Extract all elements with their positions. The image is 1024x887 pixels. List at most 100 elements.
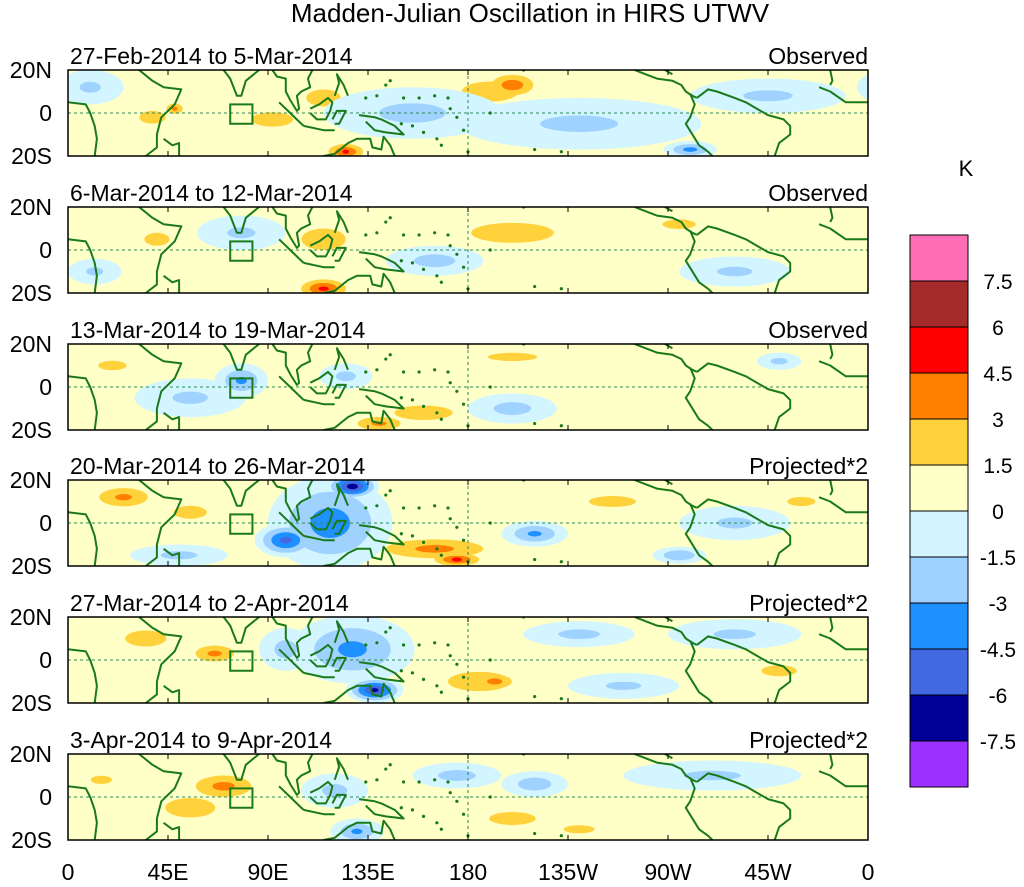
- anomaly-contour: [743, 90, 793, 102]
- island: [384, 357, 388, 361]
- coastline: [271, 617, 314, 659]
- anomaly-contour: [279, 536, 292, 544]
- island: [582, 569, 585, 572]
- coastline: [358, 388, 405, 410]
- y-tick-label: 0: [39, 100, 52, 126]
- panel-period-label: 27-Feb-2014 to 5-Mar-2014: [70, 43, 353, 69]
- coastline: [271, 344, 314, 386]
- colorbar: 7.5 6 4.5 3 1.5 0 -1.5 -3 -4.5 -6 -7.5: [909, 234, 1016, 788]
- island: [375, 641, 379, 645]
- anomaly-contour: [489, 812, 536, 825]
- y-tick-label: 20N: [10, 741, 52, 767]
- x-tick-label: 45E: [148, 859, 189, 885]
- island: [384, 767, 388, 771]
- island: [461, 812, 466, 816]
- island: [461, 675, 466, 679]
- anomaly-contour: [997, 216, 1024, 250]
- island: [455, 662, 459, 666]
- index-region-box: [229, 513, 254, 535]
- island: [488, 658, 492, 662]
- island: [439, 827, 443, 831]
- island: [439, 417, 443, 421]
- coastline: [323, 819, 396, 840]
- anomaly-contour: [251, 112, 294, 127]
- anomaly-contour: [351, 828, 363, 835]
- x-tick-label: 135E: [341, 859, 395, 885]
- anomaly-contour: [98, 360, 127, 371]
- panel-kind-label: Projected*2: [749, 453, 868, 479]
- island: [448, 654, 452, 658]
- anomaly-contour: [563, 825, 595, 834]
- y-tick-label: 20S: [11, 690, 52, 716]
- anomaly-contour: [370, 688, 379, 693]
- anomaly-contour: [173, 505, 207, 519]
- panel-clip: [68, 754, 1024, 840]
- coastline: [138, 480, 183, 566]
- anomaly-contour: [318, 286, 329, 291]
- island: [435, 821, 439, 825]
- coastline: [68, 511, 98, 566]
- panel-plot-area: [67, 616, 869, 704]
- island: [461, 128, 466, 132]
- panel-period-label: 27-Mar-2014 to 2-Apr-2014: [70, 590, 349, 616]
- coastline: [138, 70, 183, 156]
- coastline: [309, 506, 334, 531]
- coastline: [331, 519, 347, 535]
- island: [401, 643, 406, 647]
- coastline: [163, 411, 181, 430]
- index-region-box: [229, 787, 254, 809]
- island: [446, 506, 450, 510]
- coastline: [163, 821, 181, 840]
- coastline: [323, 272, 396, 293]
- island: [582, 296, 585, 299]
- anomaly-contour: [144, 232, 170, 246]
- coastline: [829, 480, 834, 496]
- anomaly-contour: [856, 74, 868, 101]
- colorbar-swatch: [909, 326, 969, 374]
- anomaly-contour: [921, 102, 983, 132]
- anomaly-contour: [979, 769, 1024, 803]
- y-tick-label: 20S: [11, 417, 52, 443]
- anomaly-contour: [438, 770, 476, 781]
- anomaly-contour: [0, 353, 1, 370]
- anomaly-contour: [165, 798, 216, 818]
- coastline: [163, 274, 181, 293]
- island: [421, 267, 426, 271]
- y-tick-label: 0: [39, 647, 52, 673]
- panel-kind-label: Observed: [768, 317, 868, 343]
- anomaly-contour: [662, 219, 696, 230]
- x-tick-label: 180: [449, 859, 487, 885]
- coastline: [645, 480, 673, 486]
- colorbar-swatch: [909, 740, 969, 788]
- island: [559, 697, 563, 701]
- island: [384, 83, 388, 87]
- colorbar-swatch: [909, 464, 969, 512]
- coastline: [68, 101, 98, 156]
- island: [399, 396, 403, 400]
- island: [364, 643, 368, 647]
- island: [435, 411, 439, 415]
- island: [421, 130, 426, 134]
- coastline: [309, 96, 334, 121]
- y-tick-label: 0: [39, 374, 52, 400]
- panel-plot-area: [67, 479, 869, 572]
- anomaly-contour: [713, 629, 756, 639]
- y-tick-label: 20S: [11, 143, 52, 169]
- anomaly-contour: [90, 775, 112, 784]
- anomaly-contour: [322, 784, 348, 797]
- anomaly-contour: [972, 107, 978, 111]
- colorbar-label: -6: [989, 685, 1008, 708]
- anomaly-contour: [501, 79, 524, 91]
- panel-kind-label: Projected*2: [749, 727, 868, 753]
- coastline: [696, 225, 792, 293]
- colorbar-units: K: [959, 156, 974, 181]
- anomaly-contour: [207, 650, 222, 657]
- island: [461, 538, 466, 542]
- panel-kind-label: Projected*2: [749, 590, 868, 616]
- coastline: [818, 496, 868, 514]
- panel-clip: [68, 480, 868, 572]
- coastline: [278, 785, 305, 811]
- anomaly-contour: [335, 371, 356, 382]
- island: [582, 433, 585, 436]
